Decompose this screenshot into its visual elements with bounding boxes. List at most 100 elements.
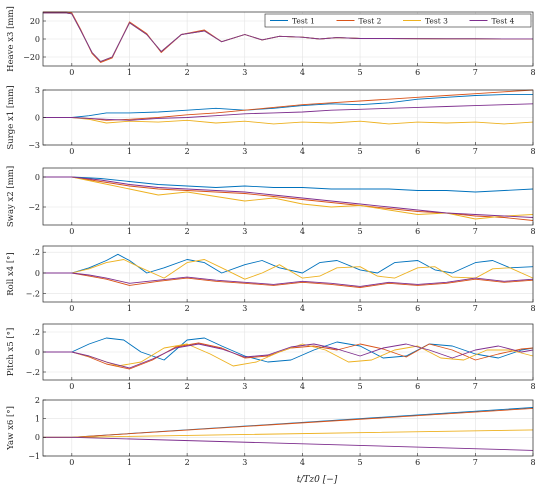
y-tick-label: −1	[28, 452, 40, 461]
series-line-test-1	[43, 253, 534, 274]
x-tick-label: 7	[473, 382, 478, 391]
series-line-test-4	[43, 436, 534, 451]
x-tick-label: 0	[69, 382, 74, 391]
x-tick-label: 6	[415, 68, 420, 77]
x-tick-label: 2	[185, 68, 190, 77]
series-line-test-4	[43, 176, 534, 218]
subplot-5: 0 1 2 3 4 5 6 7 8 −1 0 1 2 Yaw x6 [°]	[6, 396, 536, 467]
x-tick-label: 2	[185, 304, 190, 313]
x-tick-label: 2	[185, 458, 190, 467]
x-tick-label: 7	[473, 304, 478, 313]
x-tick-label: 3	[242, 68, 247, 77]
y-tick-label: −.2	[26, 290, 40, 299]
y-tick-label: 0	[35, 173, 40, 182]
legend-label-test-2: Test 2	[359, 16, 382, 25]
y-tick-label: 2	[35, 396, 40, 405]
y-axis-label: Yaw x6 [°]	[6, 406, 16, 451]
x-tick-label: 2	[185, 147, 190, 156]
x-tick-label: 6	[415, 458, 420, 467]
y-axis-label: Surge x1 [mm]	[6, 85, 16, 149]
axes-frame	[42, 245, 534, 303]
series-line-test-3	[43, 117, 534, 125]
series-line-test-1	[43, 176, 534, 193]
series-line-test-3	[43, 259, 534, 280]
x-tick-label: 5	[358, 68, 363, 77]
x-tick-label: 1	[127, 147, 132, 156]
series-line-test-4	[43, 12, 533, 62]
x-tick-label: 1	[127, 68, 132, 77]
plot-area	[43, 400, 533, 456]
subplot-3: 0 1 2 3 4 5 6 7 8 −.2 0 .2 Roll x4 [°]	[6, 245, 536, 313]
x-tick-label: 6	[415, 382, 420, 391]
x-tick-label: 0	[69, 68, 74, 77]
series-line-test-1	[43, 337, 534, 363]
series-line-test-2	[43, 272, 534, 288]
x-tick-label: 4	[300, 458, 305, 467]
legend: Test 1 Test 2 Test 3 Test 4	[264, 13, 532, 28]
x-tick-label: 1	[127, 458, 132, 467]
y-tick-label: −3	[28, 141, 40, 150]
y-tick-label: 3	[35, 86, 40, 95]
x-tick-label: 1	[127, 304, 132, 313]
y-tick-label: −2	[28, 203, 40, 212]
x-tick-label: 6	[415, 304, 420, 313]
y-tick-label: 0	[35, 35, 40, 44]
plot-area	[43, 246, 533, 302]
subplot-1: 0 1 2 3 4 5 6 7 8 −3 0 3 Surge x1 [mm]	[6, 85, 536, 156]
legend-label-test-3: Test 3	[425, 16, 448, 25]
series-line-test-4	[43, 272, 534, 287]
y-axis-label: Heave x3 [mm]	[6, 6, 16, 72]
y-tick-label: .2	[32, 248, 40, 257]
series-line-test-4	[43, 343, 534, 369]
subplot-4: 0 1 2 3 4 5 6 7 8 −.2 0 .2 Pitch x5 [°]	[6, 323, 536, 391]
x-tick-label: 1	[127, 227, 132, 236]
x-tick-label: 0	[69, 458, 74, 467]
x-tick-label: 4	[300, 382, 305, 391]
series-line-test-3	[43, 343, 534, 367]
axes-frame	[42, 399, 534, 457]
x-tick-label: 0	[69, 227, 74, 236]
x-tick-label: 5	[358, 227, 363, 236]
x-tick-label: 3	[242, 227, 247, 236]
x-tick-label: 4	[300, 68, 305, 77]
y-tick-label: 0	[35, 348, 40, 357]
x-tick-label: 7	[473, 458, 478, 467]
x-tick-label: 8	[530, 68, 535, 77]
x-tick-label: 0	[69, 147, 74, 156]
legend-box	[264, 13, 532, 28]
y-tick-label: 20	[30, 17, 40, 26]
x-tick-label: 7	[473, 68, 478, 77]
x-tick-label: 3	[242, 147, 247, 156]
x-tick-label: 5	[358, 458, 363, 467]
y-tick-label: −.2	[26, 368, 40, 377]
x-tick-label: 4	[300, 227, 305, 236]
x-tick-label: 5	[358, 382, 363, 391]
legend-label-test-4: Test 4	[492, 16, 515, 25]
legend-label-test-1: Test 1	[292, 16, 315, 25]
x-tick-label: 7	[473, 147, 478, 156]
x-tick-label: 5	[358, 147, 363, 156]
y-tick-label: 0	[35, 433, 40, 442]
x-tick-label: 8	[530, 147, 535, 156]
x-tick-label: 5	[358, 304, 363, 313]
x-tick-label: 8	[530, 227, 535, 236]
x-tick-label: 6	[415, 227, 420, 236]
y-tick-label: 1	[35, 414, 40, 423]
y-tick-label: .2	[32, 328, 40, 337]
x-tick-label: 3	[242, 304, 247, 313]
x-tick-label: 4	[300, 147, 305, 156]
y-tick-label: 0	[35, 269, 40, 278]
x-tick-label: 8	[530, 382, 535, 391]
x-tick-label: 4	[300, 304, 305, 313]
x-tick-label: 7	[473, 227, 478, 236]
y-tick-label: −20	[23, 53, 40, 62]
series-line-test-3	[43, 176, 534, 220]
y-axis-label: Roll x4 [°]	[6, 252, 16, 295]
series-line-test-1	[43, 94, 533, 118]
subplot-2: 0 1 2 3 4 5 6 7 8 −2 0 Sway x2 [mm]	[6, 166, 536, 236]
x-tick-label: 1	[127, 382, 132, 391]
x-tick-label: 2	[185, 382, 190, 391]
x-tick-label: 8	[530, 304, 535, 313]
